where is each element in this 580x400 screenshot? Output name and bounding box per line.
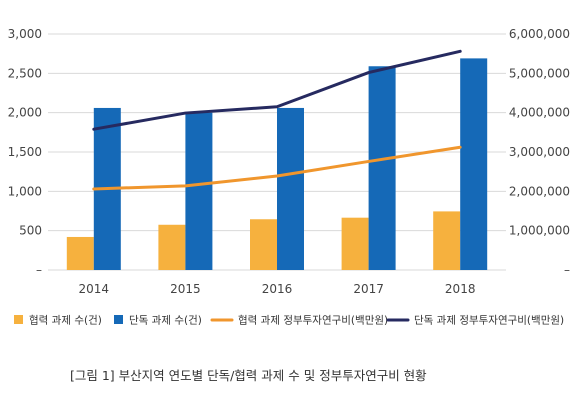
x-tick-label: 2018: [445, 282, 476, 296]
y-left-tick-label: 500: [19, 224, 42, 238]
bars: [66, 58, 488, 271]
y-left-tick-label: 3,000: [8, 27, 42, 41]
bar-cooperative-count: [433, 211, 461, 270]
legend-cooperative-count-swatch: [14, 315, 23, 324]
lines: [92, 49, 462, 191]
y-left-tick-label: –: [36, 263, 42, 277]
y-right-tick-label: 2,000,000: [509, 184, 570, 198]
y-left-tick-label: 2,500: [8, 66, 42, 80]
bar-cooperative-count: [250, 219, 277, 270]
y-left-tick-label: 2,000: [8, 106, 42, 120]
legend-single-count-label: 단독 과제 수(건): [129, 315, 202, 327]
bar-cooperative-count: [341, 217, 369, 270]
x-tick-label: 2014: [79, 282, 110, 296]
y-left-tick-label: 1,000: [8, 184, 42, 198]
y-right-tick-label: 6,000,000: [509, 27, 570, 41]
legend: 협력 과제 수(건) 단독 과제 수(건) 협력 과제 정부투자연구비(백만원) 단독…: [14, 314, 564, 327]
y-right-tick-label: –: [564, 263, 570, 277]
y-right-tick-label: 4,000,000: [509, 106, 570, 120]
figure-caption: [그림 1] 부산지역 연도별 단독/협력 과제 수 및 정부투자연구비 현황: [70, 368, 427, 383]
legend-cooperative-count-label: 협력 과제 수(건): [29, 314, 102, 327]
axes: – 500 1,000 1,500 2,000 2,500 3,000 – 1,000,000 2…: [8, 27, 570, 296]
bar-single-count: [277, 107, 304, 271]
x-tick-label: 2016: [262, 282, 293, 296]
legend-cooperative-funding-label: 협력 과제 정부투자연구비(백만원): [238, 314, 388, 327]
bar-cooperative-count: [66, 236, 94, 270]
y-right-tick-label: 3,000,000: [509, 145, 570, 159]
legend-single-count-swatch: [114, 315, 123, 324]
x-tick-label: 2017: [353, 282, 384, 296]
legend-single-funding-label: 단독 과제 정부투자연구비(백만원): [414, 315, 564, 327]
bar-cooperative-count: [158, 224, 186, 270]
y-right-tick-label: 1,000,000: [509, 224, 570, 238]
bar-single-count: [460, 58, 488, 271]
y-left-tick-label: 1,500: [8, 145, 42, 159]
x-tick-label: 2015: [170, 282, 201, 296]
bar-single-count: [368, 66, 396, 271]
y-right-tick-label: 5,000,000: [509, 66, 570, 80]
bar-single-count: [185, 112, 213, 271]
